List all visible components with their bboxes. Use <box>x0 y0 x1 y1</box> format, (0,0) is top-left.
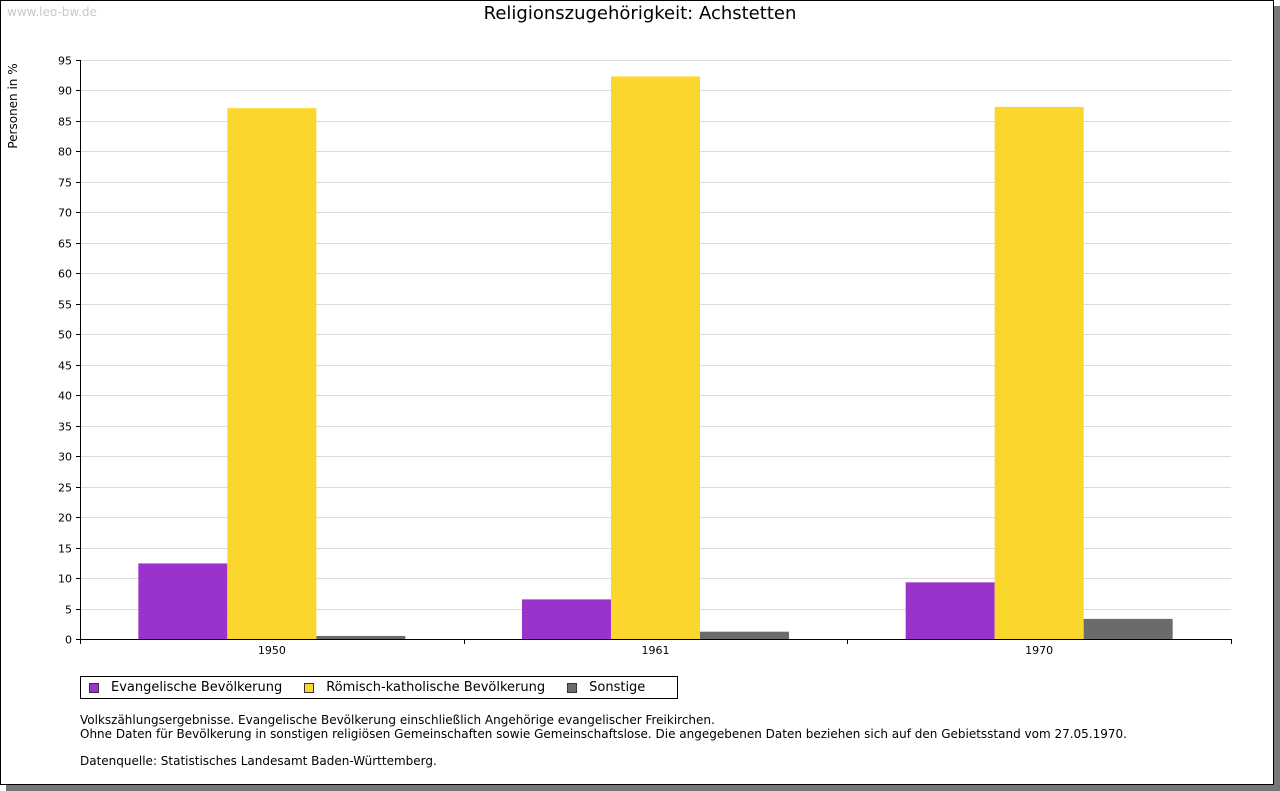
x-tick-label: 1950 <box>258 644 286 657</box>
legend-item-sonstige: Sonstige <box>567 680 645 695</box>
y-tick-label: 0 <box>65 634 72 647</box>
legend: Evangelische Bevölkerung Römisch-katholi… <box>80 676 678 699</box>
y-tick-label: 60 <box>58 268 72 281</box>
y-tick-label: 30 <box>58 451 72 464</box>
bar <box>905 582 995 639</box>
legend-swatch-sonstige <box>567 682 578 693</box>
y-tick-label: 5 <box>65 604 72 617</box>
legend-label-evangelisch: Evangelische Bevölkerung <box>111 680 283 695</box>
y-tick-label: 70 <box>58 207 72 220</box>
frame-shadow-bottom <box>6 785 1280 791</box>
chart-title: Religionszugehörigkeit: Achstetten <box>483 3 797 24</box>
bar <box>138 563 228 639</box>
data-source: Datenquelle: Statistisches Landesamt Bad… <box>80 754 437 768</box>
legend-swatch-katholisch <box>304 682 315 693</box>
note-line-2: Ohne Daten für Bevölkerung in sonstigen … <box>80 727 1127 741</box>
x-tick-label: 1961 <box>642 644 670 657</box>
y-tick-label: 45 <box>58 360 72 373</box>
bar <box>700 631 789 639</box>
y-tick-label: 90 <box>58 85 72 98</box>
bar <box>316 635 406 639</box>
y-tick-label: 80 <box>58 146 72 159</box>
legend-item-katholisch: Römisch-katholische Bevölkerung <box>304 680 545 695</box>
y-tick-label: 25 <box>58 482 72 495</box>
y-tick-label: 20 <box>58 512 72 525</box>
y-tick-label: 65 <box>58 238 72 251</box>
bar <box>994 106 1084 640</box>
bar <box>1083 618 1173 639</box>
y-tick-label: 85 <box>58 116 72 129</box>
legend-swatch-evangelisch <box>89 682 99 693</box>
legend-label-katholisch: Römisch-katholische Bevölkerung <box>326 680 546 695</box>
bar <box>227 108 317 639</box>
bar <box>611 76 700 639</box>
y-tick-label: 40 <box>58 390 72 403</box>
y-tick-label: 15 <box>58 543 72 556</box>
frame-shadow-right <box>1274 6 1280 791</box>
y-tick-label: 50 <box>58 329 72 342</box>
chart-notes: Volkszählungsergebnisse. Evangelische Be… <box>80 713 1127 768</box>
y-tick-label: 75 <box>58 177 72 190</box>
legend-item-evangelisch: Evangelische Bevölkerung <box>89 680 282 695</box>
y-tick-label: 10 <box>58 573 72 586</box>
y-tick-label: 95 <box>58 55 72 68</box>
watermark: www.leo-bw.de <box>7 5 97 19</box>
x-tick-label: 1970 <box>1025 644 1053 657</box>
y-tick-label: 35 <box>58 421 72 434</box>
note-line-1: Volkszählungsergebnisse. Evangelische Be… <box>80 713 715 727</box>
bar <box>522 599 611 639</box>
bar-chart: 0 5 10 15 20 25 30 35 40 45 50 55 60 65 70 75 80 85 90 95 19… <box>58 55 1232 657</box>
y-tick-label: 55 <box>58 299 72 312</box>
legend-label-sonstige: Sonstige <box>589 680 646 695</box>
